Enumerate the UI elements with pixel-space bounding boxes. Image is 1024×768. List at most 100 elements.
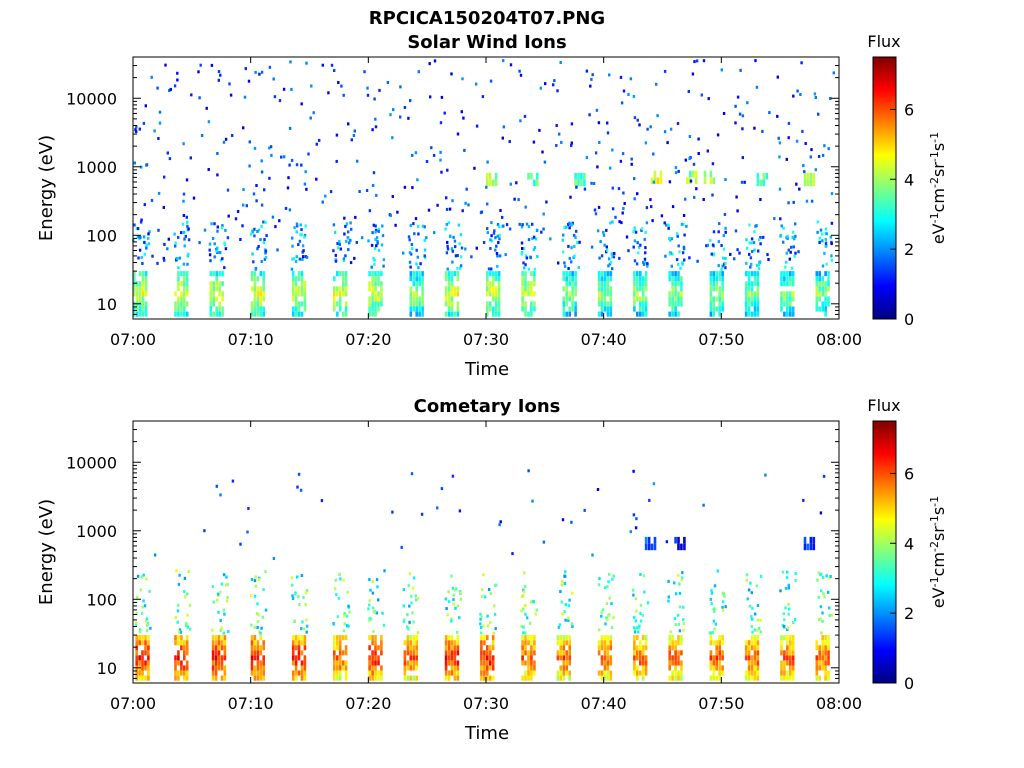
heatmap-cell <box>408 238 411 242</box>
heatmap-cell <box>568 221 571 225</box>
heatmap-cell <box>571 276 574 282</box>
heatmap-cell <box>513 197 516 201</box>
heatmap-cell <box>251 252 254 256</box>
heatmap-cell <box>612 574 615 578</box>
heatmap-cell <box>253 291 257 297</box>
heatmap-cell <box>141 605 144 609</box>
heatmap-cell <box>531 499 534 503</box>
heatmap-cell <box>747 655 751 661</box>
heatmap-cell <box>521 306 524 312</box>
heatmap-cell <box>646 127 649 131</box>
heatmap-cell <box>685 224 688 228</box>
heatmap-cell <box>494 627 497 631</box>
heatmap-cell <box>574 172 577 180</box>
heatmap-cell <box>754 59 757 63</box>
heatmap-cell <box>374 125 378 129</box>
heatmap-cell <box>344 281 348 287</box>
heatmap-cell <box>611 255 614 259</box>
heatmap-cell <box>290 576 294 580</box>
heatmap-cell <box>418 301 421 307</box>
heatmap-cell <box>523 571 526 575</box>
heatmap-cell <box>450 574 453 578</box>
heatmap-cell <box>138 675 141 681</box>
heatmap-cell <box>257 577 260 581</box>
heatmap-cell <box>709 655 713 661</box>
heatmap-cell <box>368 675 371 681</box>
heatmap-cell <box>750 262 753 266</box>
heatmap-cell <box>256 276 260 282</box>
heatmap-cell <box>818 645 821 651</box>
heatmap-cell <box>707 97 710 101</box>
heatmap-cell <box>759 574 763 578</box>
heatmap-cell <box>185 645 189 651</box>
heatmap-cell <box>380 635 383 641</box>
heatmap-cell <box>212 281 215 287</box>
heatmap-cell <box>177 660 180 666</box>
heatmap-cell <box>343 232 346 236</box>
heatmap-cell <box>649 198 652 202</box>
heatmap-cell <box>791 645 795 651</box>
heatmap-cell <box>368 286 371 292</box>
heatmap-cell <box>527 670 530 676</box>
heatmap-cell <box>768 111 771 115</box>
heatmap-cell <box>241 224 244 228</box>
heatmap-cell <box>750 615 753 619</box>
heatmap-cell <box>750 237 754 241</box>
heatmap-cell <box>185 178 189 182</box>
heatmap-cell <box>456 291 460 297</box>
heatmap-cell <box>215 271 218 277</box>
heatmap-cell <box>436 506 439 510</box>
heatmap-cell <box>718 286 721 292</box>
heatmap-cell <box>223 665 227 671</box>
heatmap-cell <box>291 655 295 661</box>
heatmap-cell <box>250 276 254 282</box>
heatmap-cell <box>571 271 574 277</box>
heatmap-cell <box>709 271 713 277</box>
heatmap-cell <box>722 592 726 596</box>
heatmap-cell <box>369 588 372 592</box>
heatmap-cell <box>415 675 418 681</box>
heatmap-cell <box>718 291 721 297</box>
heatmap-cell <box>374 609 377 613</box>
heatmap-cell <box>783 635 786 641</box>
heatmap-cell <box>256 247 259 251</box>
heatmap-cell <box>791 655 795 661</box>
heatmap-cell <box>497 241 500 245</box>
heatmap-cell <box>409 296 413 302</box>
heatmap-cell <box>786 655 789 661</box>
heatmap-cell <box>377 670 380 676</box>
heatmap-cell <box>783 675 786 681</box>
heatmap-cell <box>637 251 640 255</box>
heatmap-cell <box>341 291 345 297</box>
heatmap-cell <box>402 251 405 255</box>
heatmap-cell <box>674 623 677 627</box>
heatmap-cell <box>597 286 601 292</box>
heatmap-cell <box>520 252 523 256</box>
heatmap-cell <box>780 301 783 307</box>
heatmap-cell <box>378 88 381 92</box>
heatmap-cell <box>480 675 483 681</box>
heatmap-cell <box>756 655 760 661</box>
heatmap-cell <box>756 645 760 651</box>
heatmap-cell <box>533 635 536 641</box>
heatmap-cell <box>815 301 819 307</box>
heatmap-cell <box>144 675 147 681</box>
heatmap-cell <box>333 670 336 676</box>
heatmap-cell <box>524 660 527 666</box>
heatmap-cell <box>342 257 346 261</box>
heatmap-cell <box>456 630 459 634</box>
heatmap-cell <box>527 238 531 242</box>
heatmap-cell <box>272 557 276 560</box>
heatmap-cell <box>262 311 265 317</box>
heatmap-cell <box>333 660 336 666</box>
heatmap-cell <box>562 233 565 237</box>
heatmap-cell <box>557 625 561 629</box>
heatmap-cell <box>565 650 568 656</box>
heatmap-cell <box>377 229 380 233</box>
heatmap-cell <box>524 670 527 676</box>
heatmap-cell <box>598 577 601 581</box>
heatmap-cell <box>786 281 789 287</box>
heatmap-cell <box>721 271 724 277</box>
heatmap-cell <box>371 291 374 297</box>
heatmap-cell <box>141 635 144 641</box>
